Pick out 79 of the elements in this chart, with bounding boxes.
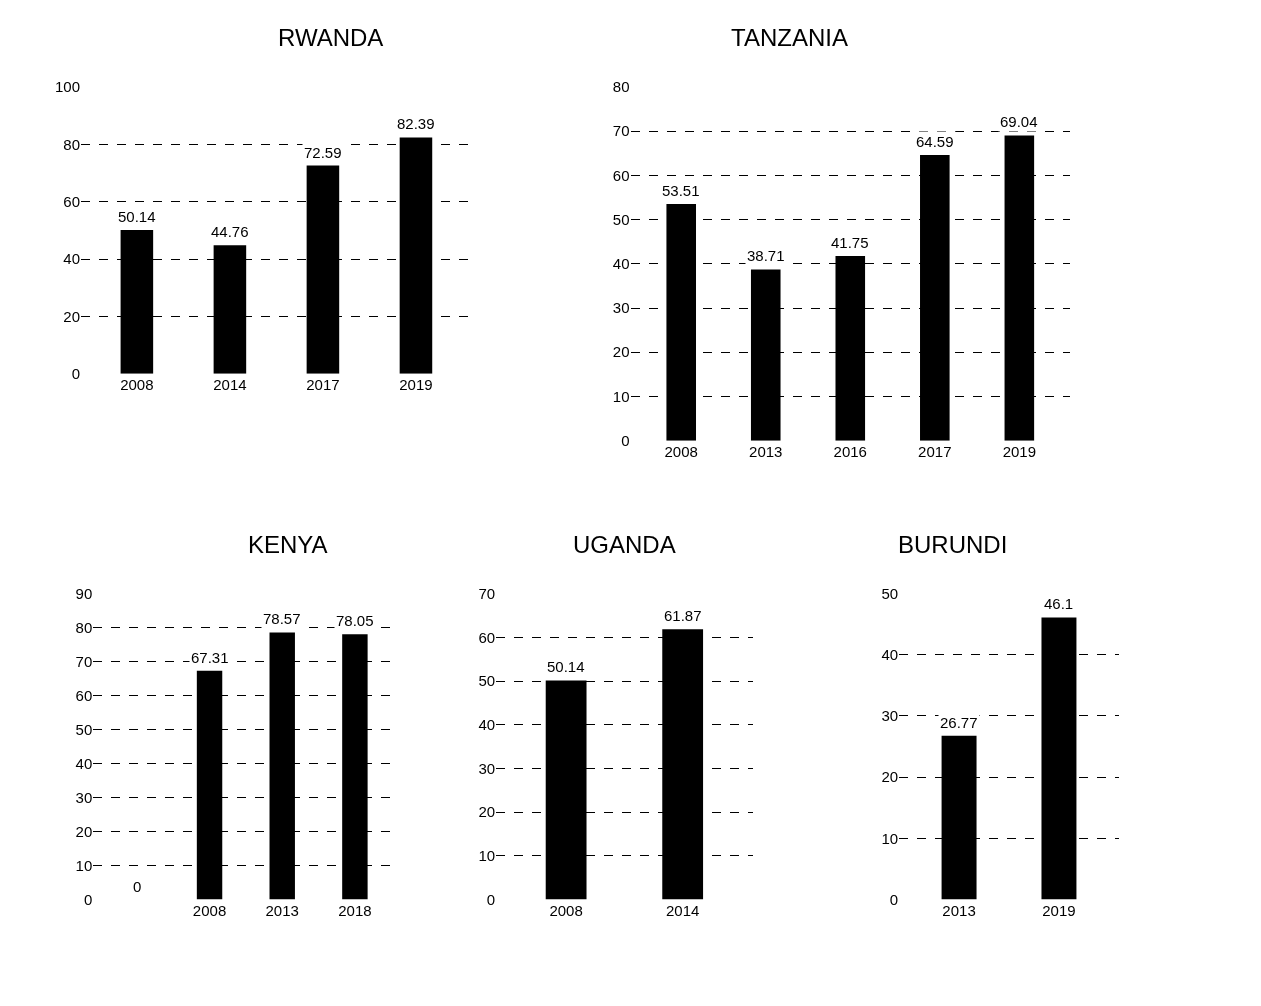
data-label: 82.39 bbox=[397, 115, 435, 132]
y-tick-label: 40 bbox=[75, 754, 93, 772]
bar bbox=[399, 137, 433, 374]
data-label: 61.87 bbox=[664, 607, 702, 624]
y-tick-label: 60 bbox=[612, 166, 630, 184]
y-tick-label: 50 bbox=[612, 210, 630, 228]
chart-title: RWANDA bbox=[278, 24, 384, 51]
y-tick-label: 40 bbox=[881, 646, 899, 664]
y-tick-label: 80 bbox=[63, 135, 81, 153]
data-label: 78.05 bbox=[336, 612, 374, 629]
y-tick-label: 0 bbox=[621, 431, 630, 449]
data-label: 50.14 bbox=[547, 658, 585, 675]
chart-title: UGANDA bbox=[573, 531, 676, 558]
x-tick-label: 2008 bbox=[192, 901, 227, 919]
y-tick-label: 100 bbox=[55, 78, 81, 96]
x-tick-label: 2008 bbox=[120, 375, 154, 393]
y-tick-label: 50 bbox=[75, 720, 93, 738]
y-tick-label: 80 bbox=[612, 78, 630, 96]
y-tick-label: 70 bbox=[75, 652, 93, 670]
x-tick-label: 2016 bbox=[833, 442, 867, 460]
y-tick-label: 0 bbox=[889, 890, 899, 908]
y-tick-label: 30 bbox=[75, 788, 93, 806]
y-tick-label: 0 bbox=[71, 364, 81, 382]
data-label: 53.51 bbox=[662, 182, 700, 199]
y-tick-label: 30 bbox=[881, 707, 899, 725]
x-tick-label: 2019 bbox=[399, 375, 433, 393]
y-tick-label: 10 bbox=[612, 387, 630, 405]
y-tick-label: 20 bbox=[881, 768, 899, 786]
y-tick-label: 20 bbox=[75, 822, 93, 840]
y-tick-label: 30 bbox=[478, 759, 496, 777]
y-tick-label: 20 bbox=[478, 803, 496, 821]
y-tick-label: 60 bbox=[478, 628, 496, 646]
y-tick-label: 60 bbox=[63, 192, 81, 210]
data-label: 41.75 bbox=[831, 234, 869, 251]
x-tick-label: 2013 bbox=[265, 901, 299, 919]
y-tick-label: 10 bbox=[881, 829, 899, 847]
y-tick-label: 0 bbox=[83, 890, 93, 908]
data-label: 50.14 bbox=[118, 208, 156, 225]
y-tick-label: 60 bbox=[75, 686, 93, 704]
x-tick-label: 2017 bbox=[306, 375, 340, 393]
data-label: 78.57 bbox=[263, 610, 301, 627]
data-label: 67.31 bbox=[191, 649, 229, 666]
chart-title: BURUNDI bbox=[898, 531, 1008, 558]
y-tick-label: 0 bbox=[486, 890, 496, 908]
y-tick-label: 10 bbox=[75, 856, 93, 874]
y-tick-label: 80 bbox=[75, 618, 93, 636]
x-tick-label: 2014 bbox=[213, 375, 247, 393]
y-tick-label: 40 bbox=[478, 715, 496, 733]
y-tick-label: 30 bbox=[612, 299, 630, 317]
y-tick-label: 40 bbox=[612, 255, 630, 273]
x-tick-label: 2013 bbox=[942, 901, 976, 919]
x-tick-label: 2008 bbox=[549, 901, 583, 919]
data-label: 26.77 bbox=[940, 714, 978, 731]
y-tick-label: 70 bbox=[478, 584, 496, 602]
y-tick-label: 90 bbox=[75, 584, 93, 602]
x-tick-label: 2018 bbox=[338, 901, 372, 919]
data-label: 72.59 bbox=[304, 144, 342, 161]
y-tick-label: 70 bbox=[612, 122, 630, 140]
data-label: 64.59 bbox=[916, 133, 954, 150]
x-tick-label: 2014 bbox=[665, 901, 700, 919]
y-tick-label: 50 bbox=[881, 584, 899, 602]
y-tick-label: 40 bbox=[63, 250, 81, 268]
chart-title: KENYA bbox=[248, 531, 328, 558]
chart-title: TANZANIA bbox=[731, 24, 848, 51]
x-tick-label: 2008 bbox=[664, 442, 698, 460]
bar bbox=[666, 204, 697, 441]
y-tick-label: 10 bbox=[478, 847, 496, 865]
x-tick-label: 2017 bbox=[918, 442, 952, 460]
x-tick-label: 2013 bbox=[749, 442, 783, 460]
x-tick-label: 2019 bbox=[1002, 442, 1037, 460]
data-label: 69.04 bbox=[1000, 113, 1038, 130]
data-label: 44.76 bbox=[211, 223, 249, 240]
y-tick-label: 50 bbox=[478, 672, 496, 690]
data-label: 46.1 bbox=[1044, 595, 1074, 612]
data-label: 38.71 bbox=[747, 247, 785, 264]
y-tick-label: 20 bbox=[63, 307, 81, 325]
y-tick-label: 20 bbox=[612, 343, 630, 361]
data-label: 0 bbox=[133, 878, 142, 895]
x-tick-label: 2019 bbox=[1042, 901, 1076, 919]
